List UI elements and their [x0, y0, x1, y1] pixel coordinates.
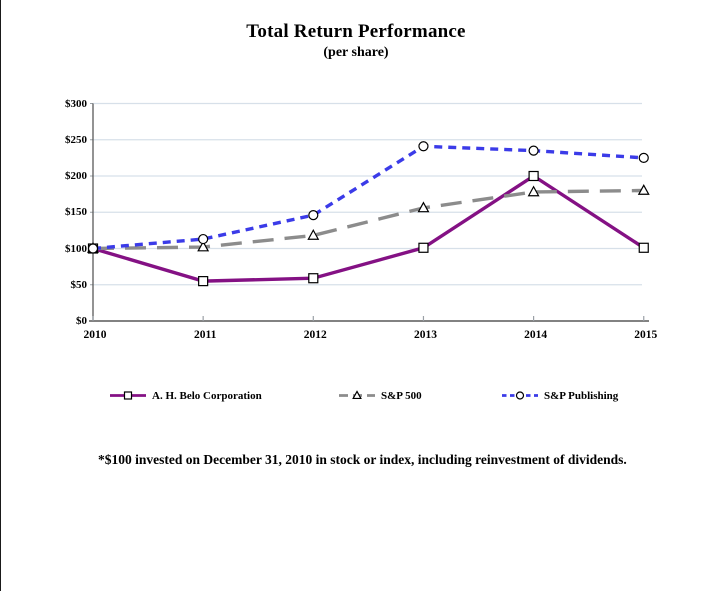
- page-subtitle: (per share): [323, 45, 389, 60]
- page-title: Total Return Performance: [246, 21, 466, 42]
- square-marker-icon: [123, 391, 133, 400]
- legend-label: S&P 500: [381, 389, 422, 402]
- legend-label: S&P Publishing: [544, 389, 619, 402]
- circle-marker-icon: [515, 391, 525, 400]
- footnote: *$100 invested on December 31, 2010 in s…: [98, 452, 627, 467]
- legend-swatch-circle: [502, 391, 538, 400]
- triangle-marker-icon: [527, 185, 540, 197]
- circle-marker-icon: [638, 152, 649, 163]
- legend-item-2: S&P 500: [338, 389, 422, 402]
- triangle-marker-icon: [197, 240, 210, 252]
- circle-marker-icon: [198, 233, 209, 245]
- series-line-square: [92, 173, 645, 283]
- triangle-marker-icon: [417, 201, 430, 213]
- circle-marker-icon: [528, 145, 539, 156]
- square-marker-icon: [418, 242, 429, 253]
- circle-marker-icon: [418, 141, 429, 152]
- line-chart-plot: [87, 102, 650, 322]
- square-marker-icon: [638, 242, 649, 253]
- legend-swatch-square: [110, 391, 146, 400]
- legend-label: A. H. Belo Corporation: [152, 389, 262, 402]
- square-marker-icon: [528, 170, 539, 182]
- circle-marker-icon: [308, 210, 319, 221]
- triangle-marker-icon: [307, 228, 320, 240]
- triangle-marker-icon: [352, 390, 362, 400]
- triangle-marker-icon: [637, 184, 650, 195]
- series-line-circle: [92, 144, 644, 251]
- legend-swatch-triangle: [339, 390, 375, 400]
- legend-item-1: A. H. Belo Corporation: [109, 389, 262, 402]
- square-marker-icon: [308, 273, 319, 284]
- circle-marker-icon: [87, 243, 99, 254]
- square-marker-icon: [198, 276, 209, 287]
- series-line-triangle: [92, 188, 644, 251]
- legend-item-3: S&P Publishing: [501, 389, 618, 402]
